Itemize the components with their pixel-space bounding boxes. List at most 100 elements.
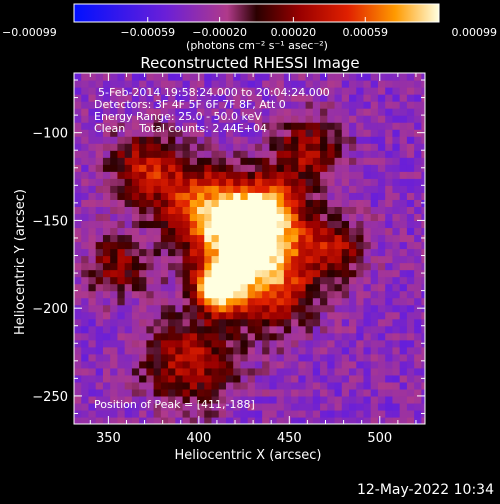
heatmap-cell [276,346,285,355]
heatmap-cell [110,80,119,88]
heatmap-cell [102,255,111,264]
heatmap-cell [189,199,198,207]
heatmap-cell [312,269,321,278]
heatmap-cell [392,136,401,144]
heatmap-cell [392,213,401,222]
heatmap-cell [233,304,242,313]
heatmap-cell [406,227,415,236]
heatmap-cell [327,262,336,271]
heatmap-cell [204,122,213,130]
heatmap-cell [211,416,220,424]
heatmap-cell [146,255,155,264]
heatmap-cell [153,143,162,151]
heatmap-cell [139,332,147,341]
heatmap-cell [240,381,249,390]
heatmap-cell [233,220,242,229]
heatmap-cell [392,360,401,369]
heatmap-cell [276,416,285,424]
heatmap-cell [88,87,97,95]
heatmap-cell [182,199,191,207]
heatmap-cell [269,283,278,292]
heatmap-cell [385,213,394,222]
heatmap-cell [312,192,321,200]
heatmap-cell [334,402,343,411]
heatmap-cell [117,178,126,186]
heatmap-cell [168,269,176,278]
heatmap-cell [370,150,379,158]
heatmap-cell [312,136,321,144]
heatmap-cell [88,367,97,376]
heatmap-cell [370,178,379,186]
heatmap-cell [262,241,270,250]
heatmap-cell [131,115,140,123]
heatmap-cell [262,304,270,313]
heatmap-cell [269,367,278,376]
heatmap-cell [312,199,321,207]
heatmap-cell [406,325,415,334]
heatmap-cell [182,248,191,257]
heatmap-cell [124,318,133,327]
heatmap-cell [298,353,307,362]
heatmap-cell [182,150,191,158]
heatmap-cell [110,332,119,341]
heatmap-cell [320,115,328,123]
heatmap-cell [320,297,328,306]
heatmap-cell [95,360,104,369]
heatmap-cell [262,339,270,348]
heatmap-cell [218,227,227,236]
heatmap-cell [95,171,104,179]
heatmap-cell [363,367,372,376]
heatmap-cell [211,374,220,383]
heatmap-cell [262,227,270,236]
heatmap-cell [254,374,263,383]
heatmap-cell [175,276,184,285]
heatmap-cell [254,136,263,144]
heatmap-cell [363,276,372,285]
heatmap-cell [197,199,205,207]
heatmap-cell [327,339,336,348]
heatmap-cell [385,248,394,257]
heatmap-cell [385,290,394,299]
heatmap-cell [139,192,147,200]
heatmap-cell [327,290,336,299]
heatmap-cell [88,80,97,88]
heatmap-cell [392,94,401,102]
heatmap-cell [146,332,155,341]
heatmap-cell [377,178,386,186]
heatmap-cell [139,122,147,130]
heatmap-cell [168,255,176,264]
heatmap-cell [363,213,372,222]
heatmap-cell [153,87,162,95]
heatmap-cell [175,346,184,355]
heatmap-cell [363,185,372,193]
heatmap-cell [399,178,408,186]
heatmap-cell [240,388,249,397]
heatmap-cell [211,129,220,137]
heatmap-cell [283,395,292,404]
heatmap-cell [240,332,249,341]
heatmap-cell [377,360,386,369]
heatmap-cell [291,339,299,348]
heatmap-cell [102,87,111,95]
heatmap-cell [392,255,401,264]
heatmap-cell [95,157,104,165]
heatmap-cell [399,164,408,172]
heatmap-cell [385,311,394,320]
heatmap-cell [247,353,256,362]
heatmap-cell [168,409,176,418]
heatmap-cell [204,80,213,88]
heatmap-cell [356,192,365,200]
heatmap-cell [377,136,386,144]
heatmap-cell [197,276,205,285]
heatmap-cell [377,297,386,306]
heatmap-cell [414,115,422,123]
heatmap-cell [385,185,394,193]
heatmap-cell [168,94,176,102]
heatmap-cell [421,101,425,109]
heatmap-cell [168,178,176,186]
heatmap-cell [283,164,292,172]
heatmap-cell [283,220,292,229]
heatmap-cell [283,213,292,222]
heatmap-cell [392,108,401,116]
heatmap-cell [414,325,422,334]
